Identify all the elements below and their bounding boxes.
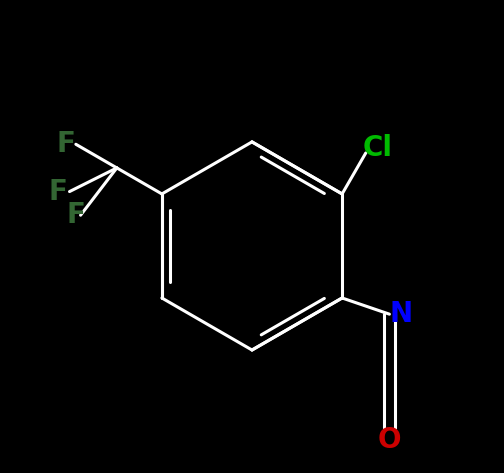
Text: Cl: Cl	[362, 134, 393, 162]
Text: N: N	[390, 300, 413, 328]
Text: F: F	[57, 130, 76, 158]
Text: F: F	[48, 177, 67, 206]
Text: F: F	[67, 201, 85, 229]
Text: O: O	[377, 426, 401, 454]
